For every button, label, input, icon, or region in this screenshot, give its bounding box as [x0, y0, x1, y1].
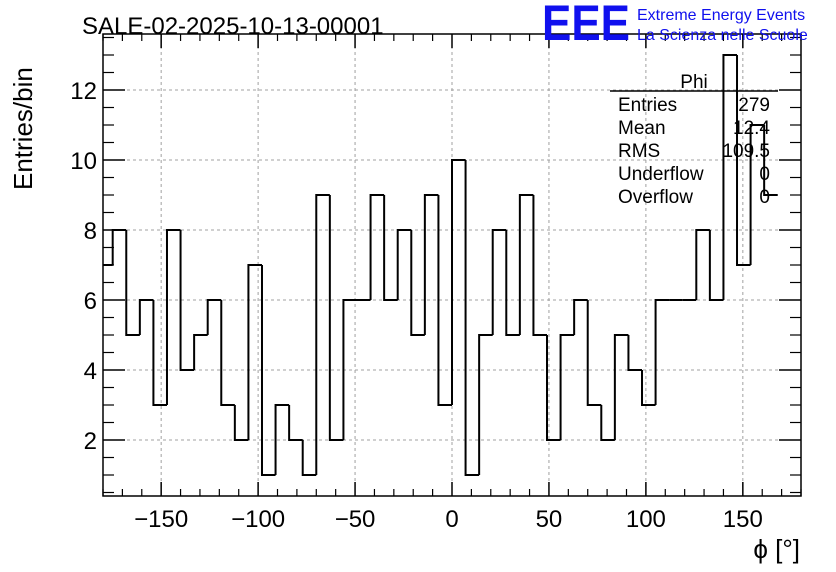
histogram-bin [247, 264, 262, 440]
histogram-bin [342, 299, 357, 440]
histogram-bin [274, 404, 290, 475]
histogram-bin [288, 405, 303, 441]
histogram-bin [383, 195, 398, 301]
histogram-bin [491, 229, 507, 335]
x-tick-label: 0 [445, 506, 458, 533]
histogram-bin [627, 335, 643, 371]
histogram-bin [220, 300, 235, 406]
histogram-bin [736, 55, 751, 266]
histogram-bin [532, 195, 548, 336]
chart-title: SALE-02-2025-10-13-00001 [82, 13, 384, 40]
x-tick-label: 150 [723, 506, 763, 533]
histogram-bin [451, 159, 466, 405]
stats-label: Underflow [618, 164, 704, 185]
histogram-bin [206, 299, 222, 335]
histogram-bin [573, 299, 588, 335]
histogram-bin [260, 265, 276, 476]
histogram-bin [165, 229, 181, 405]
logo-line-2: La Scienza nelle Scuole [637, 27, 808, 44]
histogram-bin [722, 54, 738, 300]
stats-value: 279 [738, 95, 770, 116]
histogram-series [103, 54, 778, 476]
logo-mark: EEE [542, 0, 630, 51]
histogram-bin [193, 334, 208, 370]
histogram-bin [111, 229, 127, 265]
stats-title: Phi [680, 72, 707, 93]
stats-rows: Entries 279 Mean 12.4 RMS 109.5 Underflow 0 Over… [618, 95, 770, 208]
stats-value: 12.4 [733, 118, 770, 139]
y-axis-label: Entries/bin [8, 67, 38, 190]
histogram-bin [586, 300, 602, 406]
y-tick-label: 8 [84, 218, 97, 245]
stats-value: 0 [759, 164, 770, 185]
y-tick-label: 2 [84, 428, 97, 455]
histogram-bin [546, 335, 561, 441]
axis-ticks [102, 34, 802, 496]
histogram-bin [315, 194, 330, 475]
histogram-bin [423, 194, 439, 335]
histogram-bin [518, 194, 534, 335]
eee-logo: EEE Extreme Energy Events La Scienza nel… [542, 0, 808, 51]
x-tick-labels: −150 −100 −50 0 50 100 150 [134, 506, 763, 533]
histogram-bin [749, 124, 765, 265]
x-axis-label: ϕ [°] [753, 534, 800, 564]
histogram-bin [328, 195, 344, 441]
x-tick-label: 50 [536, 506, 563, 533]
stats-label: Entries [618, 95, 677, 116]
histogram-bin [505, 230, 520, 336]
histogram-bin [600, 405, 615, 441]
histogram-bin [613, 334, 629, 440]
histogram-bin [233, 405, 249, 441]
stats-label: Overflow [618, 187, 693, 208]
histogram-bin [559, 334, 575, 440]
stats-value: 109.5 [722, 141, 770, 162]
y-tick-label: 6 [84, 288, 97, 315]
stats-label: Mean [618, 118, 666, 139]
x-tick-label: −100 [231, 506, 285, 533]
y-tick-label: 12 [70, 78, 97, 105]
histogram-bin [301, 440, 317, 476]
histogram-bin [125, 230, 140, 336]
x-tick-label: −50 [335, 506, 376, 533]
x-tick-label: −150 [134, 506, 188, 533]
stats-label: RMS [618, 141, 660, 162]
y-tick-label: 4 [84, 358, 97, 385]
x-tick-label: 100 [626, 506, 666, 533]
histogram-bin [396, 229, 412, 300]
histogram-bin [464, 160, 480, 476]
y-tick-labels: 2 4 6 8 10 12 [70, 78, 97, 455]
histogram-bin [410, 230, 425, 336]
histogram-bin [763, 125, 778, 196]
logo-line-1: Extreme Energy Events [637, 7, 805, 24]
stats-box: Phi Entries 279 Mean 12.4 RMS 109.5 Underflow 0… [610, 72, 778, 208]
histogram-bin [654, 299, 670, 405]
y-tick-label: 10 [70, 148, 97, 175]
histogram-bin [641, 370, 656, 406]
histogram-bin [478, 334, 493, 475]
histogram-bin [708, 230, 724, 301]
histogram-bin [179, 230, 195, 371]
histogram-bin [369, 194, 385, 300]
histogram-bin [152, 300, 167, 406]
histogram-bin [437, 195, 452, 406]
histogram-bin [138, 299, 154, 335]
stats-value: 0 [759, 187, 770, 208]
histogram-bin [695, 229, 710, 300]
